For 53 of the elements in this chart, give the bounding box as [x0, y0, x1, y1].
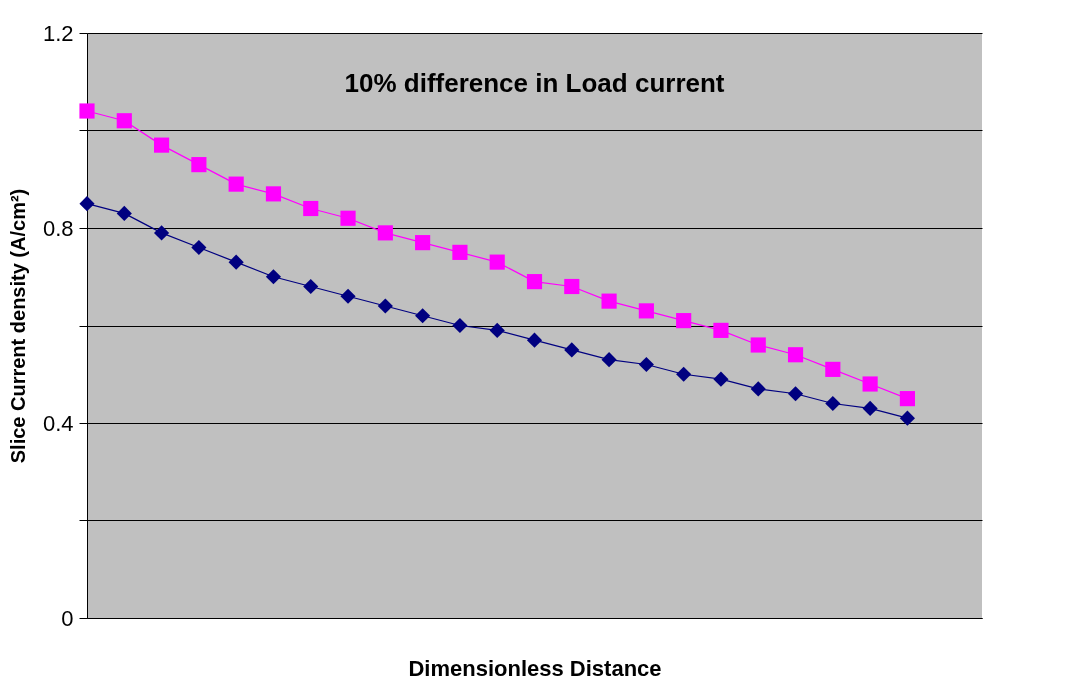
point — [825, 361, 841, 377]
point — [265, 269, 282, 285]
point — [787, 347, 804, 363]
y-tick-label: 1.2 — [42, 20, 74, 46]
y-tick-label: 0.4 — [42, 410, 74, 436]
point — [340, 210, 356, 226]
point — [340, 288, 356, 304]
point — [713, 371, 729, 387]
point — [899, 410, 915, 426]
point — [116, 205, 132, 221]
point — [377, 298, 393, 314]
point — [787, 386, 804, 402]
point — [899, 391, 915, 407]
point — [638, 303, 654, 319]
point — [489, 322, 505, 338]
point — [79, 196, 95, 212]
point — [526, 332, 543, 348]
point — [116, 113, 132, 129]
point — [638, 356, 654, 373]
point — [415, 235, 431, 251]
point — [154, 225, 170, 241]
point — [750, 337, 766, 353]
y-tick-label: 0.8 — [42, 215, 74, 241]
point — [191, 157, 207, 173]
x-axis-title: Dimensionless Distance — [408, 655, 662, 681]
y-axis-title: Slice Current density (A/cm²) — [6, 188, 29, 464]
point — [228, 254, 244, 270]
point — [452, 244, 468, 260]
point — [489, 254, 505, 270]
point — [564, 342, 580, 358]
point — [564, 278, 580, 295]
point — [415, 308, 431, 324]
point — [265, 186, 282, 202]
point — [750, 381, 766, 397]
point — [377, 225, 393, 241]
point — [303, 200, 319, 217]
point — [601, 293, 617, 309]
point — [228, 176, 244, 192]
point — [154, 137, 170, 153]
y-tick-label: 0 — [61, 605, 74, 631]
point — [676, 313, 692, 329]
point — [862, 376, 878, 392]
point — [676, 366, 692, 382]
point — [601, 352, 617, 368]
point — [862, 400, 878, 416]
text: 10% difference in Load current — [344, 68, 725, 98]
point — [526, 274, 543, 290]
point — [713, 322, 729, 338]
point — [452, 317, 468, 334]
point — [79, 103, 95, 119]
point — [825, 395, 841, 412]
point — [191, 239, 207, 256]
point — [303, 278, 319, 295]
